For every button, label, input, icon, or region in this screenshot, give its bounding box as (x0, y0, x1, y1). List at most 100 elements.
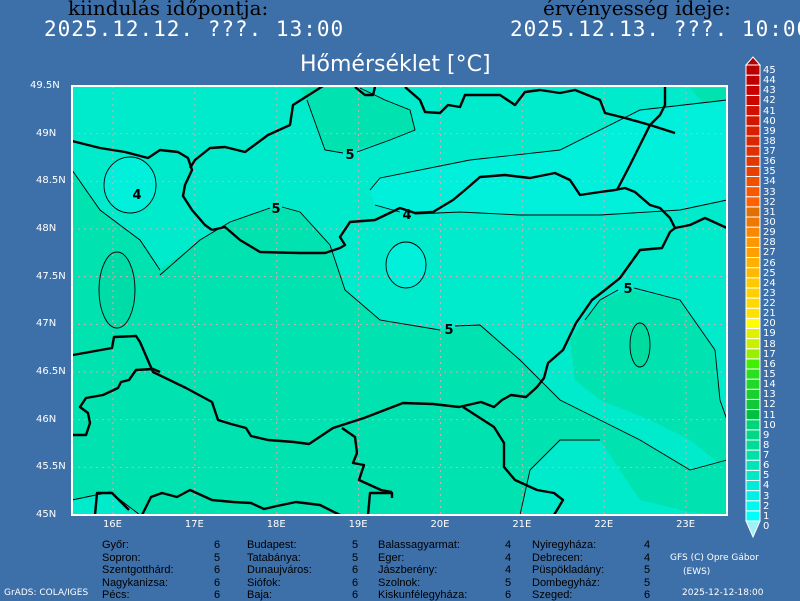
country-border (649, 87, 667, 126)
contour-line (629, 322, 651, 368)
fill-5-6 (300, 88, 415, 152)
colorbar-label: 33 (763, 186, 776, 198)
valid-time-label: érvényesség ideje: (543, 0, 731, 20)
colorbar-label: 40 (763, 115, 776, 127)
colorbar-label: 1 (763, 510, 770, 522)
lat-tick-label: 48N (36, 223, 57, 234)
colorbar-top-arrow (744, 56, 762, 66)
colorbar-swatch (745, 165, 761, 177)
station-value: 6 (352, 576, 359, 589)
colorbar-swatch (745, 287, 761, 299)
contour-line (281, 206, 441, 331)
colorbar-label: 2 (763, 500, 770, 512)
contour-line (71, 169, 161, 271)
colorbar-label: 31 (763, 206, 776, 218)
colorbar-label: 23 (763, 287, 776, 299)
colorbar-swatch (745, 358, 761, 370)
station-value: 4 (644, 551, 651, 564)
colorbar-label: 28 (763, 237, 776, 249)
colorbar-swatch (745, 338, 761, 350)
contour-line (369, 99, 728, 191)
lon-tick-label: 21E (512, 519, 532, 530)
colorbar-swatch (745, 307, 761, 319)
colorbar-swatch (745, 500, 761, 512)
station-value: 5 (352, 539, 359, 551)
colorbar-label: 3 (763, 490, 770, 502)
colorbar-swatch (745, 327, 761, 340)
station-value: 6 (352, 589, 359, 601)
colorbar-swatch (745, 479, 761, 492)
lat-tick-label: 47N (36, 318, 57, 330)
contour-line (385, 241, 427, 289)
colorbar-label: 32 (763, 196, 776, 208)
contour-line (519, 439, 600, 516)
station-name: Szentgotthárd: (102, 564, 174, 576)
colorbar-label: 27 (763, 247, 776, 259)
station-value: 5 (644, 576, 651, 589)
colorbar-label: 37 (763, 146, 776, 158)
colorbar-swatch (745, 186, 761, 198)
colorbar-swatch (745, 277, 761, 289)
contour-label: 5 (271, 202, 280, 217)
colorbar-label: 5 (763, 470, 770, 482)
colorbar-bottom-arrow (745, 520, 761, 539)
init-time-label: kiindulás időpontja: (68, 0, 269, 20)
country-border (93, 491, 130, 516)
lat-tick-label: 48.5N (36, 175, 66, 187)
colorbar-label: 42 (763, 95, 776, 107)
station-name: Nyiregyháza: (532, 539, 597, 551)
colorbar-swatch (745, 115, 761, 127)
colorbar-swatch (745, 439, 761, 451)
colorbar-swatch (745, 388, 761, 400)
valid-time-value: 2025.12.13. ???. 10:00 (510, 17, 800, 41)
colorbar-label: 41 (763, 105, 776, 117)
colorbar-label: 13 (763, 389, 776, 401)
station-name: Sopron: (102, 551, 141, 564)
fill-3-4 (370, 100, 727, 215)
station-name: Pécs: (102, 589, 130, 601)
colorbar-swatch (745, 378, 761, 390)
station-value: 4 (505, 539, 512, 551)
colorbar-label: 4 (763, 480, 770, 492)
lat-tick-label: 46.5N (36, 366, 66, 377)
lat-tick-label: 45N (36, 509, 57, 520)
contour-label: 5 (623, 282, 632, 297)
station-name: Kiskunfélegyháza: (378, 589, 468, 601)
colorbar-label: 36 (763, 156, 776, 168)
colorbar-label: 44 (763, 75, 776, 87)
station-value: 6 (214, 539, 221, 551)
colorbar-swatch (745, 246, 761, 259)
station-value: 6 (352, 564, 359, 576)
country-border (140, 488, 341, 517)
colorbar-swatch (745, 469, 761, 481)
station-name: Budapest: (247, 539, 297, 551)
station-name: Siófok: (247, 576, 281, 589)
colorbar-swatch (745, 317, 761, 329)
station-value: 6 (214, 576, 221, 589)
colorbar-label: 6 (763, 460, 770, 472)
station-value: 6 (214, 564, 221, 576)
colorbar-label: 15 (763, 369, 776, 380)
colorbar-label: 30 (763, 217, 776, 228)
colorbar-swatch (745, 257, 761, 269)
station-name: Szeged: (532, 589, 573, 601)
lon-tick-label: 23E (676, 519, 696, 530)
fill-6-7 (630, 323, 650, 367)
colorbar-label: 9 (763, 429, 770, 441)
colorbar-swatch (745, 429, 761, 441)
lat-tick-label: 46N (36, 413, 57, 425)
contour-line (454, 324, 728, 471)
colorbar-swatch (745, 297, 761, 309)
country-border (462, 405, 565, 516)
colorbar-swatch (745, 64, 761, 76)
colorbar-label: 38 (763, 135, 776, 147)
grads-label: GrADS: COLA/IGES (4, 588, 89, 598)
station-name: Nagykanizsa: (102, 576, 169, 589)
credit-text: GFS (C) Opre Gábor (670, 553, 759, 563)
contour-line (306, 99, 344, 154)
map-frame (71, 85, 728, 516)
init-time-value: 2025.12.12. ???. 13:00 (44, 17, 345, 41)
colorbar-label: 0 (763, 521, 770, 532)
lon-tick-label: 22E (594, 519, 614, 530)
contour-line (98, 251, 136, 329)
